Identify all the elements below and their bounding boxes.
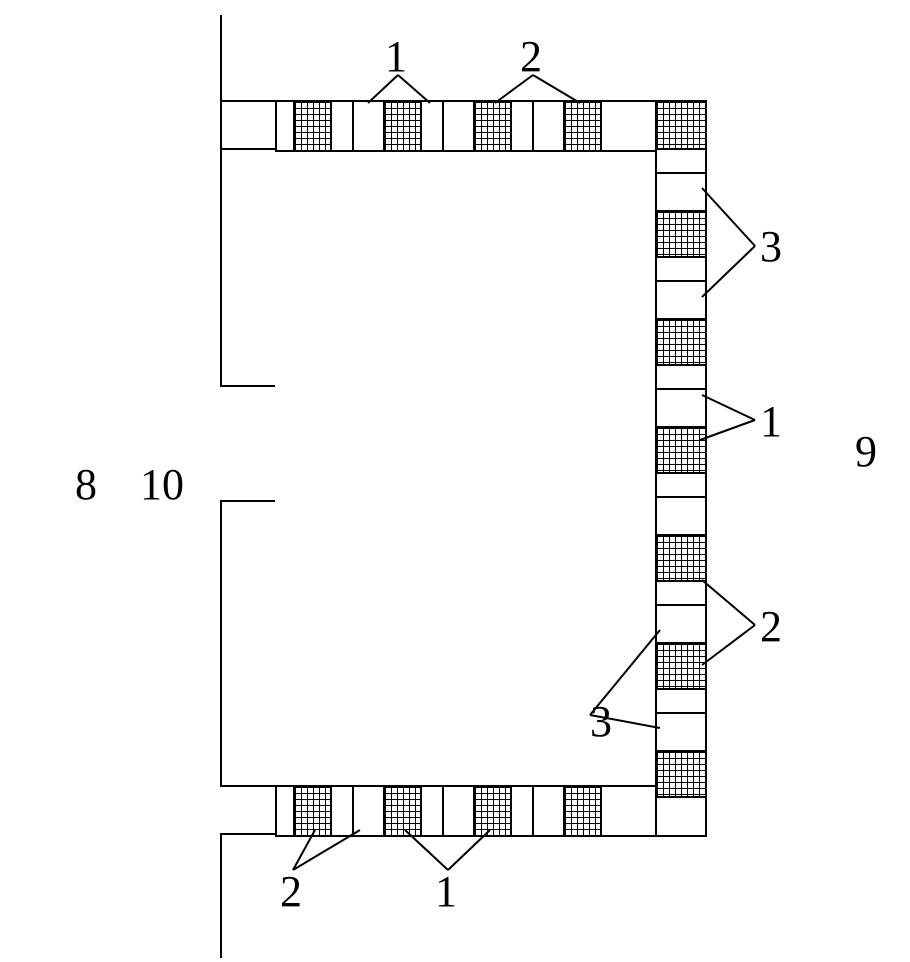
right-hatched-4 [655, 210, 707, 260]
outer-line-5 [220, 500, 275, 502]
right-hatched-16 [655, 534, 707, 584]
top-hatched-9 [473, 100, 514, 152]
right-plain-3 [655, 172, 707, 214]
leader-8 [702, 580, 755, 625]
top-hatched-13 [563, 100, 604, 152]
bot-plain-14 [600, 785, 659, 837]
label-lbl-2-b: 2 [280, 870, 302, 914]
top-left-cap [275, 100, 277, 150]
top-plain-8 [442, 100, 477, 152]
top-plain-4 [352, 100, 387, 152]
bot-plain-12 [532, 785, 567, 837]
label-lbl-1-r: 1 [760, 400, 782, 444]
outer-line-4 [220, 385, 275, 387]
label-lbl-1-b: 1 [435, 870, 457, 914]
right-plain-15 [655, 496, 707, 538]
bot-hatched-5 [383, 785, 424, 837]
diagram-stage: 1 2 3 1 9 8 10 2 3 2 1 [0, 0, 910, 962]
outer-line-6 [220, 500, 222, 785]
outer-line-0 [220, 15, 222, 105]
label-lbl-1-top: 1 [385, 35, 407, 79]
label-lbl-2-top: 2 [520, 35, 542, 79]
bot-hatched-1 [293, 785, 334, 837]
right-hatched-8 [655, 318, 707, 368]
label-lbl-9: 9 [855, 430, 877, 474]
label-lbl-8: 8 [75, 463, 97, 507]
top-hatched-5 [383, 100, 424, 152]
leader-4 [702, 188, 755, 246]
leader-6 [702, 395, 755, 420]
right-hatched-20 [655, 642, 707, 692]
label-lbl-2-r: 2 [760, 605, 782, 649]
outer-line-9 [220, 833, 222, 958]
right-hatched-12 [655, 426, 707, 476]
right-plain-19 [655, 604, 707, 646]
bot-hatched-13 [563, 785, 604, 837]
outer-line-1 [220, 100, 277, 102]
top-plain-14 [600, 100, 659, 152]
right-plain-11 [655, 388, 707, 430]
outer-line-7 [220, 785, 277, 787]
outer-line-8 [220, 833, 277, 835]
label-lbl-3-r1: 3 [760, 225, 782, 269]
outer-line-3 [220, 105, 222, 385]
right-plain-7 [655, 280, 707, 322]
right-plain-25 [655, 796, 707, 837]
right-hatched-0 [655, 100, 707, 152]
right-plain-23 [655, 712, 707, 754]
bot-plain-4 [352, 785, 387, 837]
label-lbl-10: 10 [140, 463, 184, 507]
top-plain-12 [532, 100, 567, 152]
leader-9 [702, 625, 755, 665]
bot-plain-8 [442, 785, 477, 837]
bot-left-cap [275, 785, 277, 835]
right-hatched-24 [655, 750, 707, 800]
top-hatched-1 [293, 100, 334, 152]
label-lbl-3-r2: 3 [590, 700, 612, 744]
leader-5 [702, 246, 755, 297]
bot-hatched-9 [473, 785, 514, 837]
outer-line-2 [220, 148, 277, 150]
leader-7 [700, 420, 755, 440]
